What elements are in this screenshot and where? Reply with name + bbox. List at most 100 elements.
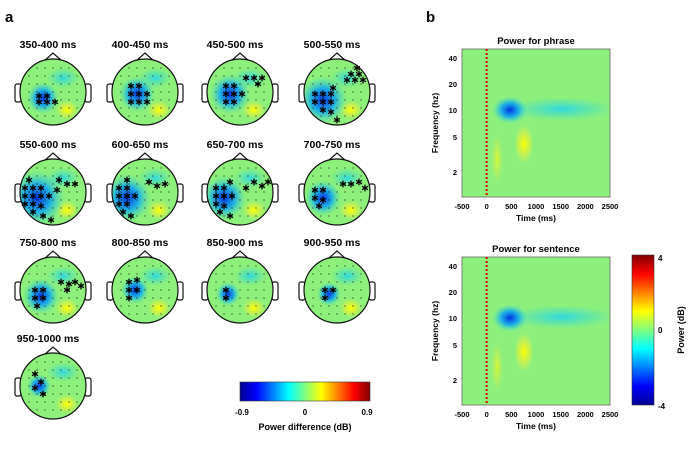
electrode bbox=[168, 107, 170, 109]
electrode bbox=[52, 175, 54, 177]
electrode bbox=[36, 183, 38, 185]
electrode bbox=[68, 305, 70, 307]
electrode bbox=[44, 361, 46, 363]
colorbar-tick: 0 bbox=[303, 408, 308, 417]
electrode bbox=[231, 191, 233, 193]
electrode bbox=[247, 183, 249, 185]
electrode bbox=[360, 207, 362, 209]
electrode bbox=[344, 107, 346, 109]
electrode bbox=[223, 183, 225, 185]
electrode bbox=[255, 289, 257, 291]
significant-electrode-marker bbox=[321, 286, 329, 294]
electrode bbox=[215, 207, 217, 209]
electrode bbox=[36, 199, 38, 201]
significant-electrode-marker bbox=[37, 192, 45, 200]
electrode bbox=[239, 289, 241, 291]
x-tick-label: 0 bbox=[485, 202, 489, 211]
electrode bbox=[52, 377, 54, 379]
significant-electrode-marker bbox=[333, 116, 341, 124]
electrode bbox=[136, 175, 138, 177]
electrode bbox=[36, 175, 38, 177]
heatmap-region bbox=[507, 97, 610, 121]
significant-electrode-marker bbox=[220, 202, 228, 210]
y-axis-label: Frequency (hz) bbox=[430, 301, 440, 362]
significant-electrode-marker bbox=[29, 192, 37, 200]
significant-electrode-marker bbox=[143, 90, 151, 98]
electrode bbox=[36, 83, 38, 85]
electrode bbox=[76, 289, 78, 291]
significant-electrode-marker bbox=[347, 180, 355, 188]
electrode bbox=[160, 313, 162, 315]
electrode bbox=[76, 385, 78, 387]
electrode bbox=[223, 115, 225, 117]
y-tick-label: 10 bbox=[449, 106, 457, 115]
electrode bbox=[239, 75, 241, 77]
electrode bbox=[320, 175, 322, 177]
topomap: 350-400 ms bbox=[14, 39, 92, 126]
electrode bbox=[320, 67, 322, 69]
electrode bbox=[160, 289, 162, 291]
electrode bbox=[352, 115, 354, 117]
positive-region bbox=[242, 200, 266, 220]
electrode bbox=[60, 313, 62, 315]
electrode bbox=[320, 265, 322, 267]
electrode bbox=[160, 175, 162, 177]
significant-electrode-marker bbox=[359, 76, 367, 84]
electrode bbox=[152, 313, 154, 315]
electrode bbox=[52, 313, 54, 315]
colorbar-tick: -0.9 bbox=[235, 408, 249, 417]
electrode bbox=[152, 273, 154, 275]
significant-electrode-marker bbox=[212, 200, 220, 208]
electrode bbox=[36, 377, 38, 379]
electrode bbox=[352, 297, 354, 299]
electrode bbox=[263, 273, 265, 275]
electrode bbox=[239, 115, 241, 117]
electrode bbox=[28, 273, 30, 275]
electrode bbox=[223, 199, 225, 201]
negative-region bbox=[47, 266, 79, 286]
electrode bbox=[68, 401, 70, 403]
electrode bbox=[231, 265, 233, 267]
negative-region bbox=[119, 76, 155, 112]
electrode bbox=[215, 273, 217, 275]
electrode bbox=[60, 115, 62, 117]
electrode bbox=[239, 191, 241, 193]
electrode bbox=[128, 199, 130, 201]
electrode bbox=[76, 297, 78, 299]
significant-electrode-marker bbox=[238, 90, 246, 98]
electrode bbox=[239, 83, 241, 85]
electrode bbox=[247, 297, 249, 299]
positive-region bbox=[242, 100, 266, 120]
electrode bbox=[28, 191, 30, 193]
electrode bbox=[215, 191, 217, 193]
electrode bbox=[352, 199, 354, 201]
electrode bbox=[52, 167, 54, 169]
significant-electrode-marker bbox=[123, 200, 131, 208]
electrode bbox=[168, 297, 170, 299]
electrode bbox=[52, 297, 54, 299]
electrode bbox=[128, 191, 130, 193]
head-outline bbox=[19, 58, 87, 126]
electrode bbox=[152, 265, 154, 267]
electrode bbox=[223, 107, 225, 109]
electrode bbox=[60, 401, 62, 403]
heatmap-region bbox=[491, 342, 503, 392]
electrode bbox=[328, 305, 330, 307]
electrode bbox=[239, 265, 241, 267]
electrode bbox=[68, 99, 70, 101]
topomap-title: 450-500 ms bbox=[207, 39, 264, 51]
significant-electrode-marker bbox=[264, 178, 272, 186]
significant-electrode-marker bbox=[35, 98, 43, 106]
electrode bbox=[28, 305, 30, 307]
electrode bbox=[144, 183, 146, 185]
electrode bbox=[52, 191, 54, 193]
electrode bbox=[360, 91, 362, 93]
electrode bbox=[160, 191, 162, 193]
significant-electrode-marker bbox=[45, 192, 53, 200]
electrode bbox=[144, 215, 146, 217]
electrode bbox=[68, 199, 70, 201]
electrode bbox=[44, 313, 46, 315]
significant-electrode-marker bbox=[127, 212, 135, 220]
x-tick-label: 2000 bbox=[577, 202, 594, 211]
electrode bbox=[44, 67, 46, 69]
